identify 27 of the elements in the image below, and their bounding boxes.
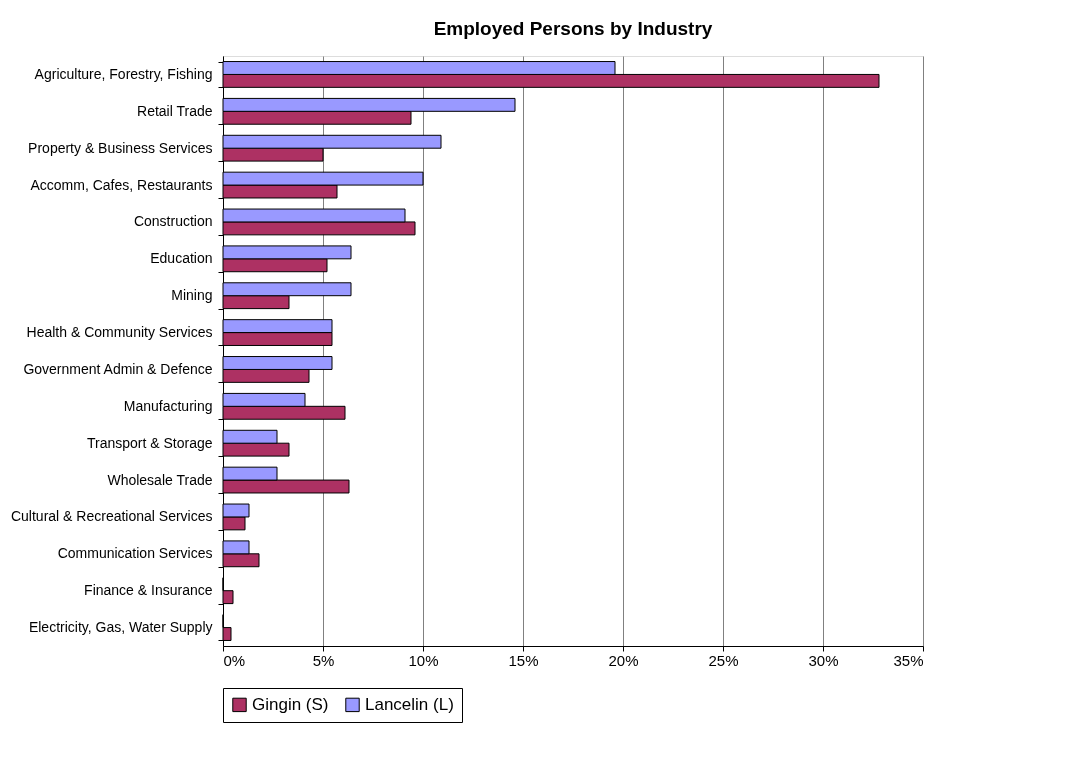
y-tick-label: Cultural & Recreational Services <box>10 508 213 525</box>
x-tick-label: 30% <box>808 651 839 669</box>
y-tick-label: Wholesale Trade <box>107 471 213 488</box>
y-tick-label: Education <box>150 250 213 267</box>
x-tick-label: 35% <box>893 651 924 669</box>
y-tick-label: Agriculture, Forestry, Fishing <box>34 65 213 82</box>
x-tick-label: 5% <box>312 651 335 669</box>
y-tick-label: Finance & Insurance <box>84 582 213 599</box>
y-tick-label: Government Admin & Defence <box>23 360 213 377</box>
y-tick-label: Property & Business Services <box>28 139 213 156</box>
x-tick-label: 10% <box>408 651 439 669</box>
y-tick-label: Electricity, Gas, Water Supply <box>28 619 213 636</box>
y-tick-label: Mining <box>171 287 213 304</box>
y-tick-label: Transport & Storage <box>86 434 213 451</box>
x-tick-label: 15% <box>508 651 539 669</box>
chart-title: Employed Persons by Industry <box>433 18 713 39</box>
x-tick-label: 25% <box>708 651 739 669</box>
y-tick-label: Manufacturing <box>123 397 213 414</box>
x-tick-label: 20% <box>608 651 639 669</box>
legend-label: Lancelin (L) <box>365 694 454 714</box>
y-tick-label: Construction <box>133 213 213 230</box>
legend-label: Gingin (S) <box>252 694 329 714</box>
y-tick-label: Retail Trade <box>137 102 213 119</box>
y-tick-label: Accomm, Cafes, Restaurants <box>30 176 213 193</box>
y-tick-label: Communication Services <box>57 545 213 562</box>
y-tick-label: Health & Community Services <box>26 324 213 341</box>
x-tick-label: 0% <box>223 651 246 669</box>
